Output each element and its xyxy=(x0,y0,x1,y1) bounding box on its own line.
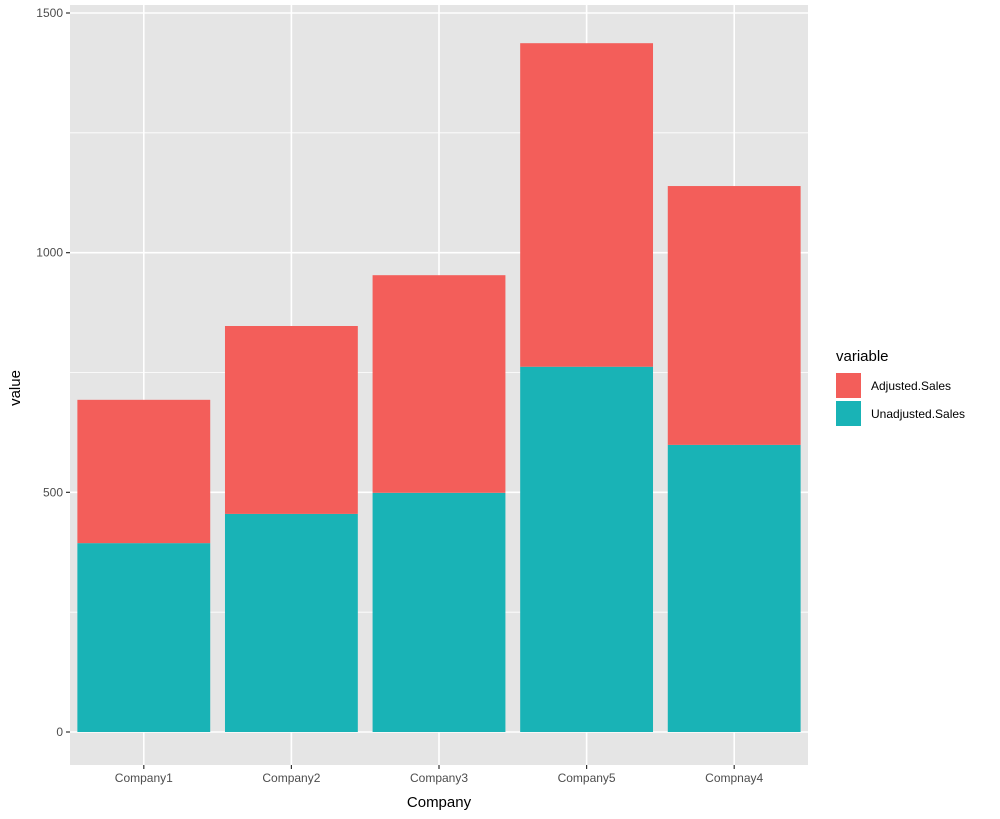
bar-unadjusted-sales-company1 xyxy=(77,543,211,732)
bar-unadjusted-sales-company5 xyxy=(520,366,654,732)
y-axis-title: value xyxy=(7,370,24,406)
y-axis: 0 500 1000 1500 xyxy=(36,6,70,739)
bar-adjusted-sales-company1 xyxy=(77,399,211,544)
legend-key-adjusted-sales xyxy=(836,373,861,398)
x-tick-label: Company1 xyxy=(115,771,173,785)
legend-key-unadjusted-sales xyxy=(836,401,861,426)
x-axis-title: Company xyxy=(407,794,472,811)
x-tick-label: Company3 xyxy=(410,771,468,785)
legend-title: variable xyxy=(836,348,889,365)
bar-unadjusted-sales-compnay4 xyxy=(667,444,801,732)
x-tick-label: Company2 xyxy=(262,771,320,785)
legend-label-adjusted-sales: Adjusted.Sales xyxy=(871,379,951,393)
x-tick-label: Compnay4 xyxy=(705,771,763,785)
y-tick-label: 0 xyxy=(56,725,63,739)
bar-unadjusted-sales-company2 xyxy=(224,513,358,732)
y-tick-label: 500 xyxy=(43,485,63,499)
legend: variable Adjusted.Sales Unadjusted.Sales xyxy=(836,348,965,426)
y-tick-label: 1500 xyxy=(36,6,63,20)
legend-label-unadjusted-sales: Unadjusted.Sales xyxy=(871,407,965,421)
x-tick-label: Company5 xyxy=(558,771,616,785)
y-tick-label: 1000 xyxy=(36,246,63,260)
bar-adjusted-sales-compnay4 xyxy=(667,186,801,445)
bar-adjusted-sales-company3 xyxy=(372,275,506,493)
x-axis: Company1 Company2 Company3 Company5 Compnay4 xyxy=(115,765,764,785)
bars xyxy=(77,43,801,732)
bar-unadjusted-sales-company3 xyxy=(372,492,506,732)
bar-adjusted-sales-company5 xyxy=(520,43,654,367)
bar-adjusted-sales-company2 xyxy=(224,326,358,514)
